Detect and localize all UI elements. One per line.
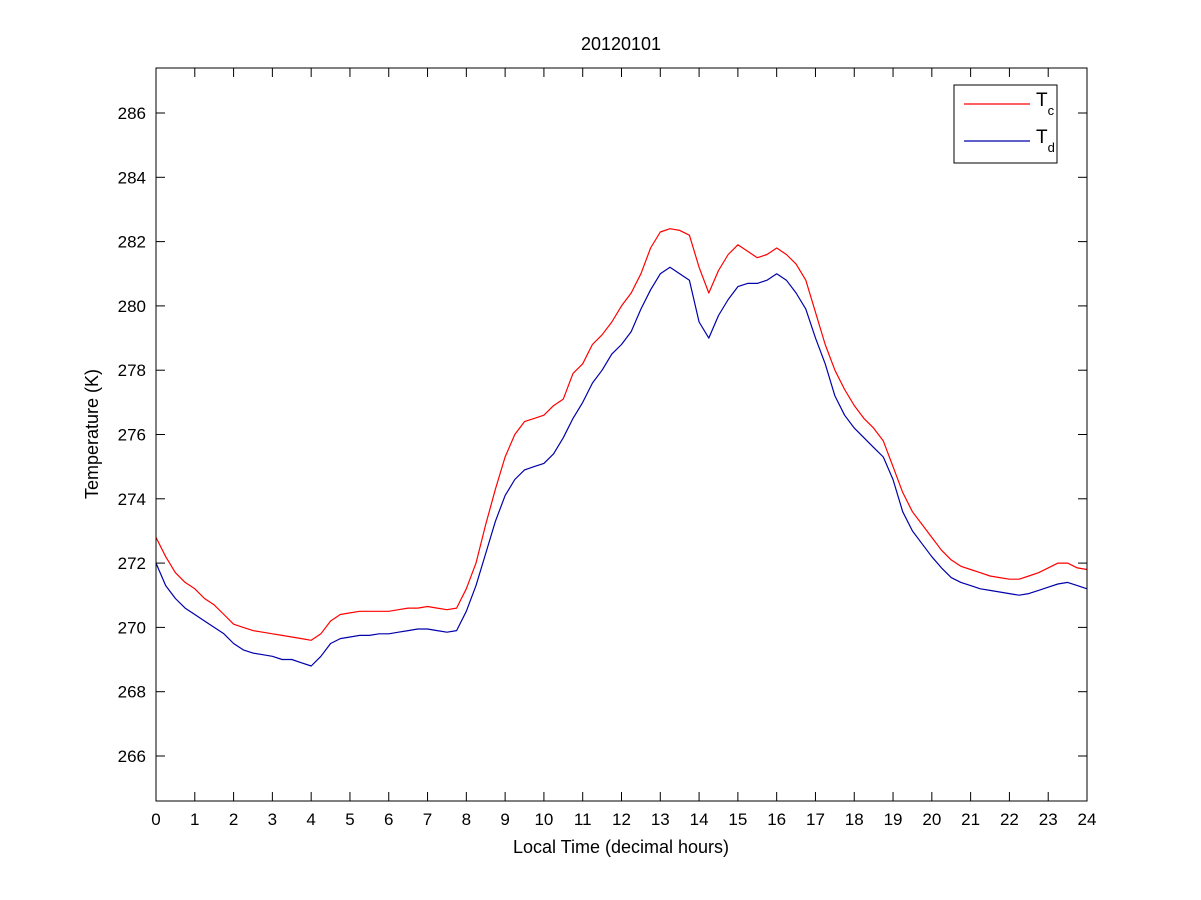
x-tick-label: 19 <box>884 810 903 829</box>
series-line-c <box>155 228 1088 641</box>
x-tick-label: 4 <box>306 810 315 829</box>
y-tick-label: 276 <box>118 426 146 445</box>
y-tick-label: 284 <box>118 168 146 187</box>
x-tick-label: 18 <box>845 810 864 829</box>
x-tick-label: 14 <box>690 810 709 829</box>
x-tick-label: 1 <box>190 810 199 829</box>
x-tick-label: 15 <box>728 810 747 829</box>
x-tick-label: 17 <box>806 810 825 829</box>
y-tick-label: 280 <box>118 297 146 316</box>
x-tick-label: 16 <box>767 810 786 829</box>
y-tick-label: 266 <box>118 747 146 766</box>
x-tick-label: 24 <box>1078 810 1097 829</box>
y-tick-label: 272 <box>118 554 146 573</box>
x-tick-label: 11 <box>574 810 592 829</box>
legend-box <box>953 84 1058 164</box>
x-tick-label: 3 <box>268 810 277 829</box>
legend-subscript: c <box>1048 103 1055 118</box>
x-tick-label: 5 <box>345 810 354 829</box>
x-axis-label: Local Time (decimal hours) <box>513 837 729 857</box>
x-tick-label: 9 <box>500 810 509 829</box>
x-tick-label: 8 <box>462 810 471 829</box>
x-tick-label: 23 <box>1039 810 1058 829</box>
x-tick-label: 20 <box>922 810 941 829</box>
plot-area <box>155 228 1088 667</box>
x-tick-label: 0 <box>151 810 160 829</box>
x-tick-label: 22 <box>1000 810 1019 829</box>
axes: 0 1 2 3 4 5 6 7 8 9 10 11 12 13 14 15 16 17 18 19 20 21 22 23 24… <box>118 67 1097 829</box>
x-tick-label: 12 <box>612 810 631 829</box>
x-tick-label: 13 <box>651 810 670 829</box>
chart-title: 20120101 <box>581 34 661 54</box>
y-tick-label: 282 <box>118 233 146 252</box>
x-tick-label: 2 <box>229 810 238 829</box>
y-tick-label: 274 <box>118 490 146 509</box>
series-line-d <box>155 266 1088 667</box>
x-tick-label: 6 <box>384 810 393 829</box>
x-tick-label: 10 <box>534 810 553 829</box>
y-tick-label: 268 <box>118 683 146 702</box>
y-axis-label: Temperature (K) <box>82 369 102 499</box>
legend-subscript: d <box>1048 140 1055 155</box>
x-tick-label: 21 <box>961 810 980 829</box>
y-tick-label: 286 <box>118 104 146 123</box>
y-tick-label: 278 <box>118 361 146 380</box>
y-tick-label: 270 <box>118 618 146 637</box>
x-tick-label: 7 <box>423 810 432 829</box>
